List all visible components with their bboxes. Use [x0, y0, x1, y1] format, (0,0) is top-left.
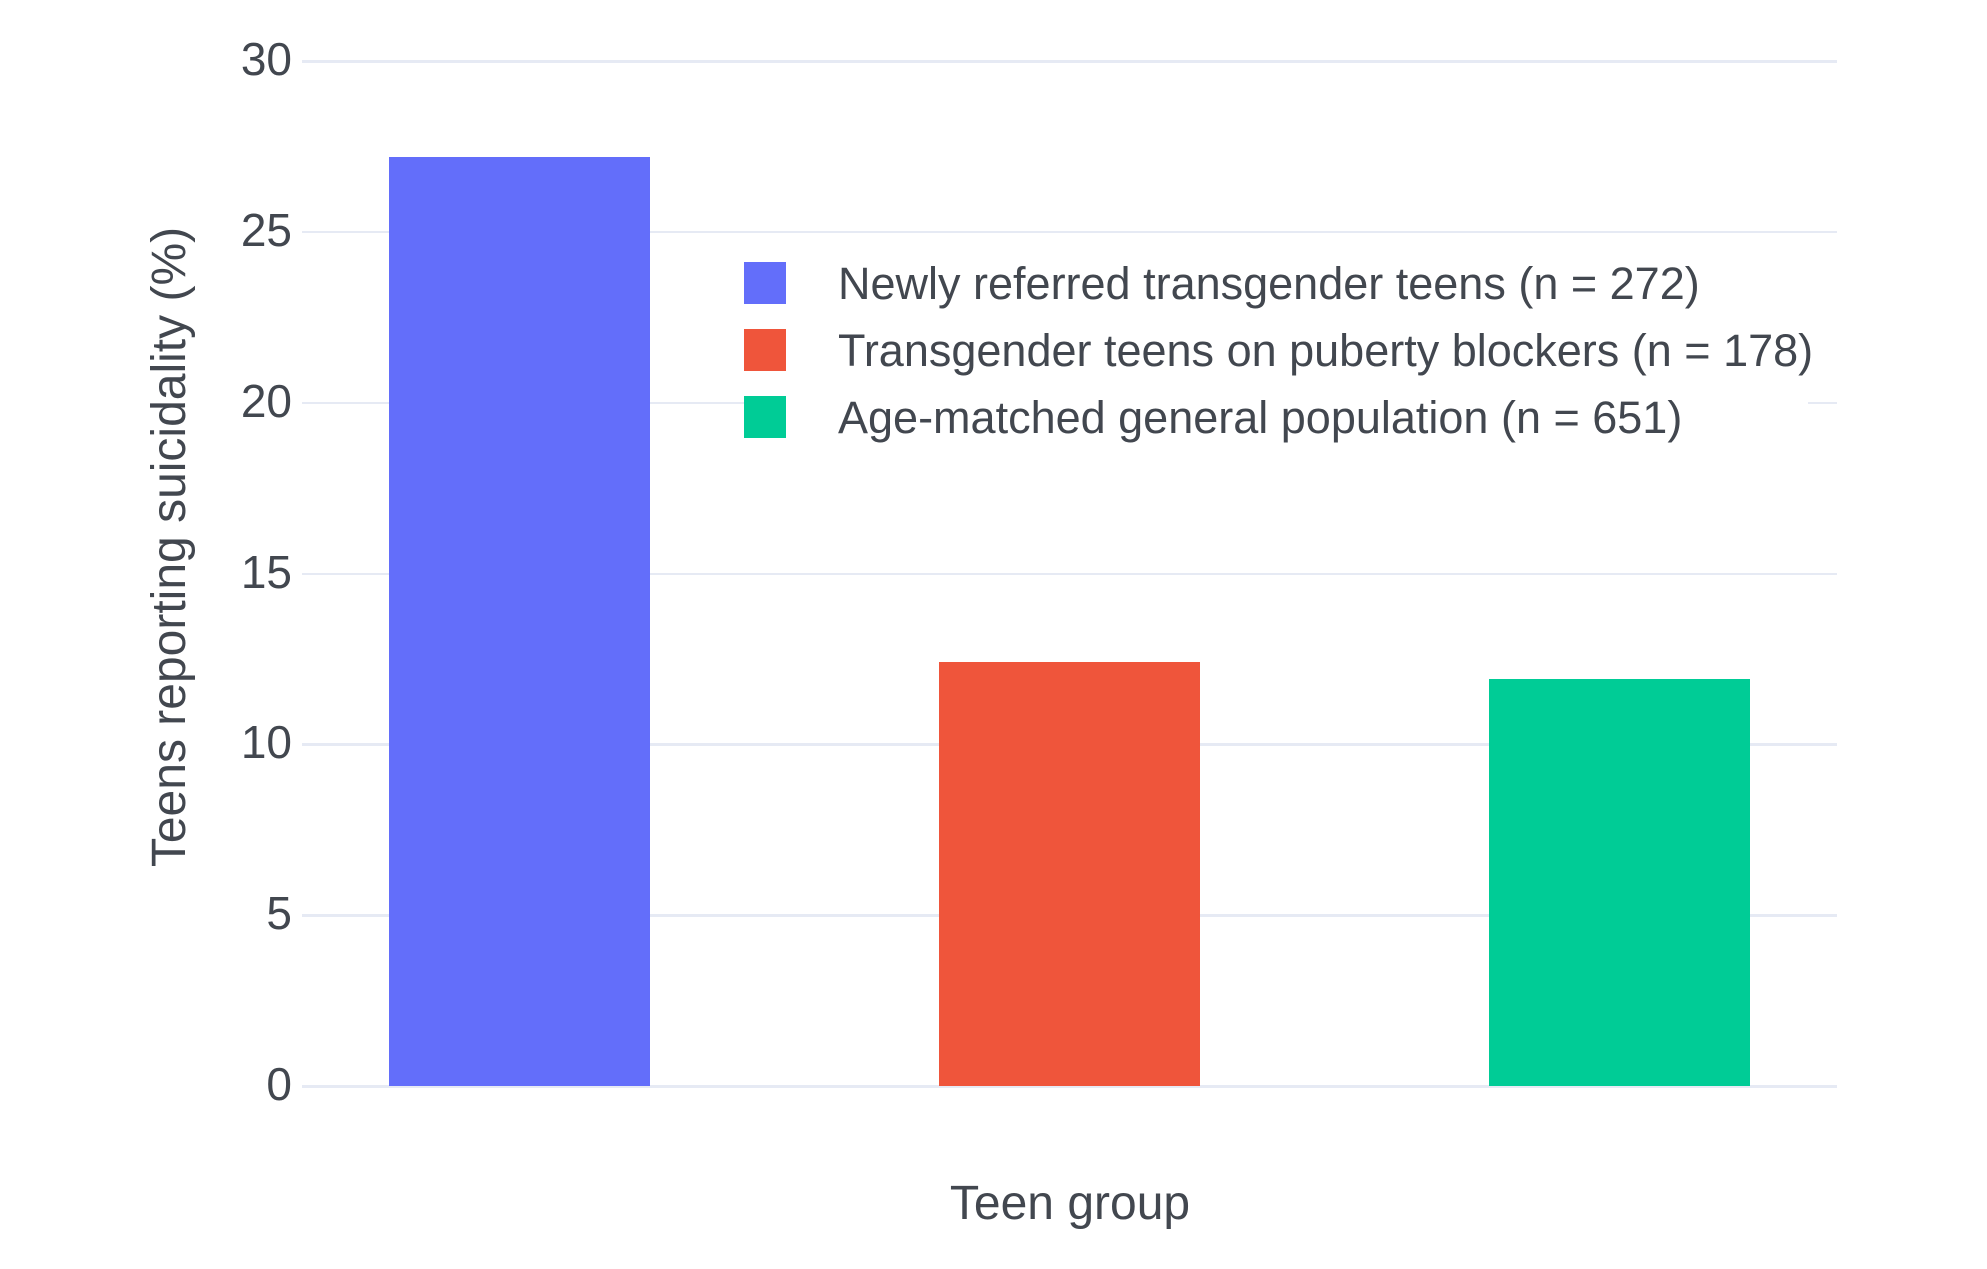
y-tick-label: 20 [240, 374, 292, 427]
legend-label: Age-matched general population (n = 651) [838, 391, 1683, 443]
bar [389, 156, 650, 1086]
y-tick-label: 30 [240, 33, 292, 86]
bar [1488, 679, 1750, 1086]
legend-label: Newly referred transgender teens (n = 27… [838, 257, 1700, 309]
legend-swatch [744, 396, 786, 438]
legend-item[interactable]: Transgender teens on puberty blockers (n… [744, 328, 1813, 373]
legend-swatch [744, 262, 786, 304]
y-tick-label: 0 [266, 1058, 292, 1111]
y-tick-label: 10 [240, 716, 292, 769]
y-tick-label: 15 [240, 545, 292, 598]
x-axis-title: Teen group [949, 1177, 1191, 1230]
gridline [302, 572, 1837, 575]
bar [939, 662, 1200, 1086]
legend-label: Transgender teens on puberty blockers (n… [838, 324, 1814, 376]
y-axis-title: Teens reporting suicidality (%) [143, 226, 196, 868]
y-tick-label: 5 [266, 887, 292, 940]
gridline [302, 1085, 1837, 1088]
gridline [302, 230, 1837, 234]
legend-item[interactable]: Newly referred transgender teens (n = 27… [744, 257, 1808, 309]
gridline [302, 60, 1837, 63]
plot-area [302, 60, 1837, 1088]
legend-swatch [744, 329, 786, 371]
y-tick-label: 25 [240, 203, 292, 256]
legend: Newly referred transgender teens (n = 27… [744, 257, 1813, 443]
legend-item[interactable]: Age-matched general population (n = 651) [744, 391, 1808, 443]
